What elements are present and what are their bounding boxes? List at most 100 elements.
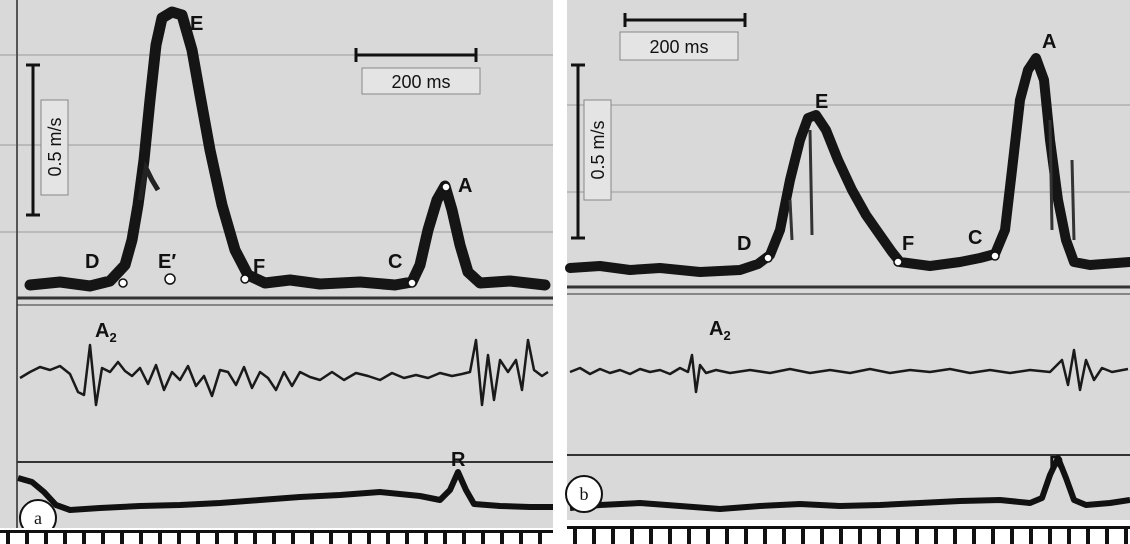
panel-a-label-a: A: [458, 175, 472, 197]
timing-tick: [519, 530, 523, 544]
timing-tick: [253, 530, 257, 544]
timing-tick: [1105, 526, 1109, 544]
timing-tick: [348, 530, 352, 544]
panel-b-ecg-trace: [569, 455, 1130, 512]
panel-b-timing-marks: [567, 526, 1130, 544]
timing-tick: [858, 526, 862, 544]
panel-divider: [553, 0, 567, 544]
timing-tick: [101, 530, 105, 544]
timing-tick: [234, 530, 238, 544]
panel-b-velocity-scale: 0.5 m/s: [571, 63, 612, 240]
timing-tick: [649, 526, 653, 544]
timing-tick: [310, 530, 314, 544]
timing-tick: [725, 526, 729, 544]
timing-tick: [1029, 526, 1033, 544]
panel-a-phono-trace: [19, 338, 549, 407]
timing-tick: [424, 530, 428, 544]
panel-b-label-a: A: [1042, 31, 1056, 53]
panel-a-doppler-trace: [24, 6, 551, 292]
timing-tick: [801, 526, 805, 544]
panel-a-phono-label: A2: [95, 320, 117, 345]
timing-tick: [877, 526, 881, 544]
timing-tick: [668, 526, 672, 544]
panel-a-timing-marks: [0, 530, 553, 544]
panel-b-label-e: E: [815, 91, 828, 113]
panel-b-trace-speckle: [788, 119, 1076, 241]
timing-tick: [196, 530, 200, 544]
timing-tick: [500, 530, 504, 544]
point-c-marker: [990, 251, 1000, 261]
timing-tick: [44, 530, 48, 544]
timing-tick: [611, 526, 615, 544]
timing-tick: [158, 530, 162, 544]
panel-a-ecg-label: R: [451, 449, 466, 471]
panel-a-label-f: F: [253, 256, 265, 278]
point-d-marker: [118, 278, 128, 288]
timing-tick: [1086, 526, 1090, 544]
panel-b-phono-label: A2: [709, 318, 731, 343]
panel-b-point-markers: [763, 251, 1000, 267]
timing-tick: [215, 530, 219, 544]
timing-tick: [6, 530, 10, 544]
panel-b-badge-letter: b: [580, 484, 589, 504]
point-c-marker: [407, 278, 417, 288]
timing-tick: [177, 530, 181, 544]
timing-baseline: [567, 526, 1130, 529]
timing-tick: [972, 526, 976, 544]
panel-a: 0.5 m/s 200 ms E A D E′ F C A2 R a: [0, 0, 553, 544]
panel-a-label-e-prime: E′: [158, 251, 176, 273]
panel-b-time-scale: 200 ms: [619, 13, 747, 61]
timing-tick: [953, 526, 957, 544]
panel-a-time-scale-label: 200 ms: [391, 72, 450, 92]
panel-b-ecg-label: R: [1049, 453, 1064, 475]
timing-tick: [462, 530, 466, 544]
timing-tick: [782, 526, 786, 544]
timing-tick: [1048, 526, 1052, 544]
panel-b-doppler-trace: [565, 53, 1130, 277]
panel-b-badge: [565, 475, 603, 513]
timing-tick: [272, 530, 276, 544]
panel-b-velocity-scale-label: 0.5 m/s: [588, 120, 608, 179]
timing-tick: [367, 530, 371, 544]
timing-tick: [896, 526, 900, 544]
panel-b-label-f: F: [902, 233, 914, 255]
timing-tick: [1067, 526, 1071, 544]
timing-tick: [763, 526, 767, 544]
timing-tick: [386, 530, 390, 544]
timing-tick: [744, 526, 748, 544]
panel-a-time-scale: 200 ms: [354, 48, 481, 95]
panel-a-label-d: D: [85, 251, 99, 273]
timing-tick: [120, 530, 124, 544]
timing-tick: [839, 526, 843, 544]
point-f-marker: [893, 257, 903, 267]
point-e-prime-marker: [164, 273, 176, 285]
timing-tick: [329, 530, 333, 544]
timing-tick: [934, 526, 938, 544]
panel-b-label-c: C: [968, 227, 982, 249]
timing-baseline: [0, 530, 553, 533]
timing-tick: [538, 530, 542, 544]
timing-tick: [1010, 526, 1014, 544]
timing-tick: [291, 530, 295, 544]
panel-b-timing-strip: [567, 520, 1130, 544]
panel-a-badge-letter: a: [34, 508, 42, 528]
panel-a-trace-speckle: [137, 160, 161, 201]
panel-b-label-d: D: [737, 233, 751, 255]
timing-tick: [915, 526, 919, 544]
timing-tick: [687, 526, 691, 544]
point-f-marker: [240, 274, 250, 284]
timing-tick: [991, 526, 995, 544]
timing-tick: [706, 526, 710, 544]
timing-tick: [573, 526, 577, 544]
timing-tick: [481, 530, 485, 544]
panel-b: 0.5 m/s 200 ms E A D F C A2 R b: [565, 0, 1130, 544]
timing-tick: [25, 530, 29, 544]
point-d-marker: [763, 253, 773, 263]
panel-a-label-e: E: [190, 13, 203, 35]
timing-tick: [443, 530, 447, 544]
timing-tick: [82, 530, 86, 544]
timing-tick: [592, 526, 596, 544]
panel-b-time-scale-label: 200 ms: [649, 37, 708, 57]
timing-tick: [630, 526, 634, 544]
panel-b-phono-trace: [569, 348, 1129, 394]
